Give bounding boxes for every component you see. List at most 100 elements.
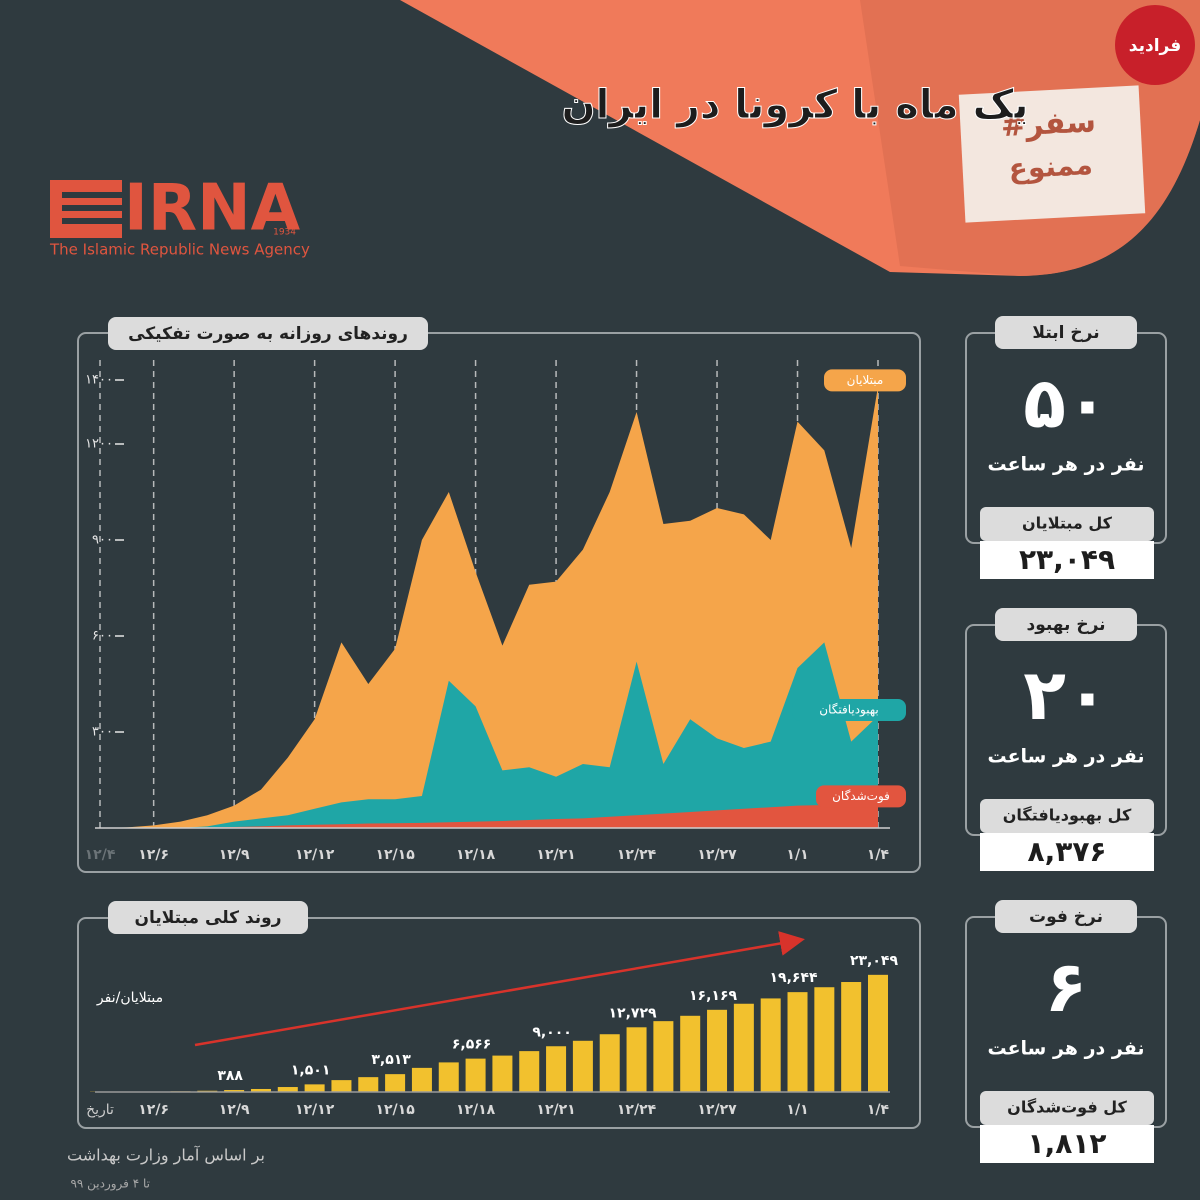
bar bbox=[331, 1080, 352, 1092]
bar bbox=[841, 982, 862, 1092]
legend-label: مبتلایان bbox=[847, 373, 884, 387]
area bbox=[100, 386, 878, 828]
stat-total: ۱,۸۱۲ bbox=[1028, 1127, 1107, 1160]
bar bbox=[680, 1015, 701, 1092]
bar bbox=[438, 1062, 459, 1092]
header-title: یک ماه با کرونا در ایران bbox=[561, 82, 1028, 128]
stat-rate: ۲۰ bbox=[1023, 654, 1108, 736]
legend-pill bbox=[824, 369, 906, 392]
bar bbox=[277, 1087, 298, 1092]
stat-total-label-pill bbox=[980, 1091, 1154, 1125]
stat-total-label-pill bbox=[980, 507, 1154, 541]
panel-title-pill bbox=[108, 317, 428, 350]
bar bbox=[787, 992, 808, 1092]
y-tick-label: ۳۰۰ bbox=[92, 725, 113, 740]
stat-card: نرخ فوت ۶ نفر در هر ساعت کل فوت‌شدگان ۱,۸۱۲ bbox=[965, 900, 1167, 1163]
x-tick-label: ۱۲/۱۲ bbox=[295, 1102, 335, 1118]
stat-total-label: کل مبتلایان bbox=[1022, 514, 1113, 533]
panel bbox=[77, 332, 921, 873]
brand-name: فرادید bbox=[1129, 36, 1181, 56]
stat-total: ۲۳,۰۴۹ bbox=[1019, 543, 1115, 576]
chart-title: روند کلی مبتلایان bbox=[134, 908, 281, 928]
logo-stripe bbox=[62, 218, 122, 224]
area bbox=[100, 642, 878, 828]
stat-total-box bbox=[980, 833, 1154, 871]
logo-year: 1934 bbox=[273, 228, 296, 238]
legend-label: بهبودیافتگان bbox=[819, 703, 878, 718]
bar bbox=[224, 1090, 245, 1092]
x-tick-label: ۱۲/۴ bbox=[85, 847, 116, 863]
value-label: ۱۶,۱۶۹ bbox=[689, 988, 737, 1004]
legend-pill bbox=[792, 699, 906, 721]
stats: نرخ ابتلا ۵۰ نفر در هر ساعت کل مبتلایان ۲۳,۰… bbox=[965, 316, 1167, 1163]
x-tick-label: ۱۲/۶ bbox=[138, 847, 169, 863]
irna-logo: IRNA 1934 The Islamic Republic News Agen… bbox=[49, 172, 310, 259]
x-tick-label: ۱/۱ bbox=[786, 847, 808, 863]
x-tick-label: ۱۲/۲۷ bbox=[697, 847, 737, 863]
stat-unit: نفر در هر ساعت bbox=[987, 1038, 1144, 1060]
stat-total-box bbox=[980, 541, 1154, 579]
bar bbox=[733, 1003, 754, 1092]
legend-item: مبتلایان bbox=[824, 369, 906, 392]
y-tick-label: ۹۰۰ bbox=[92, 533, 113, 548]
value-label: ۹,۰۰۰ bbox=[532, 1024, 572, 1040]
bar bbox=[465, 1058, 486, 1092]
bar bbox=[599, 1034, 620, 1092]
value-label: ۱۹,۶۴۴ bbox=[769, 970, 817, 986]
x-tick-label: ۱/۴ bbox=[867, 1102, 890, 1118]
brand-badge bbox=[1115, 5, 1195, 85]
bar bbox=[546, 1046, 567, 1092]
x-tick-label: ۱۲/۱۸ bbox=[456, 847, 496, 863]
stat-title-pill bbox=[995, 900, 1137, 933]
bar bbox=[385, 1074, 406, 1092]
legend-item: بهبودیافتگان bbox=[792, 699, 906, 721]
bar bbox=[868, 974, 888, 1092]
logo-subtitle: The Islamic Republic News Agency bbox=[49, 241, 310, 259]
x-tick-label: ۱۲/۹ bbox=[219, 847, 250, 863]
bar bbox=[707, 1009, 728, 1092]
logo-stripe bbox=[62, 205, 122, 211]
x-tick-label: ۱۲/۱۲ bbox=[295, 847, 335, 863]
value-label: ۳,۵۱۳ bbox=[371, 1052, 411, 1068]
stat-unit: نفر در هر ساعت bbox=[987, 746, 1144, 768]
bar bbox=[572, 1040, 593, 1092]
legend-pill bbox=[816, 785, 906, 808]
x-tick-label: ۱۲/۲۱ bbox=[536, 847, 575, 863]
bar bbox=[411, 1067, 432, 1092]
stat-title: نرخ فوت bbox=[1029, 907, 1103, 927]
x-tick-label: ۱۲/۱۵ bbox=[375, 1102, 415, 1118]
area bbox=[100, 802, 878, 828]
photo-sign-text: ممنوع bbox=[1008, 148, 1094, 185]
value-label: ۲۳,۰۴۹ bbox=[850, 953, 898, 969]
stat-card: نرخ ابتلا ۵۰ نفر در هر ساعت کل مبتلایان ۲۳,۰… bbox=[965, 316, 1167, 579]
bar bbox=[814, 987, 835, 1092]
area-chart: ۱۲/۴ ۱۲/۶ ۱۲/۹ ۱۲/۱۲ ۱۲/۱۵ ۱۲/۱۸ ۱۲/۲۱ ۱۲/۲۴ ۱۲/… bbox=[85, 360, 906, 863]
chart-title: روندهای روزانه به صورت تفکیکی bbox=[128, 324, 408, 344]
stat-title-pill bbox=[995, 608, 1137, 641]
bar-chart: ۱۲/۶ ۳۸۸ ۱۲/۹ ۱,۵۰۱ ۱۲/۱۲ ۳,۵۱۳ ۱۲/۱۵ ۶,۵۶۶ ۱۲/۱… bbox=[90, 953, 898, 1118]
bar bbox=[626, 1027, 647, 1092]
stat-total-label: کل بهبودیافتگان bbox=[1003, 806, 1132, 825]
photo-sign-text: #سفر bbox=[1000, 104, 1097, 144]
source-note: بر اساس آمار وزارت بهداشت bbox=[67, 1146, 265, 1166]
y-tick-label: ۱۲۰۰ bbox=[85, 437, 113, 452]
y-axis-label: مبتلایان/نفر bbox=[96, 990, 163, 1006]
trend-arrow bbox=[194, 931, 805, 1047]
bar bbox=[519, 1051, 540, 1092]
x-tick-label: ۱۲/۲۴ bbox=[617, 847, 657, 863]
value-label: ۳۸۸ bbox=[217, 1068, 243, 1084]
x-tick-label: ۱۲/۶ bbox=[138, 1102, 169, 1118]
stat-unit: نفر در هر ساعت bbox=[987, 454, 1144, 476]
x-axis-label: تاریخ bbox=[86, 1102, 114, 1118]
stat-total-label-pill bbox=[980, 799, 1154, 833]
x-tick-label: ۱۲/۹ bbox=[219, 1102, 250, 1118]
logo-stripe bbox=[62, 192, 122, 198]
bar bbox=[492, 1055, 513, 1092]
stat-total: ۸,۳۷۶ bbox=[1028, 835, 1107, 868]
value-label: ۱,۵۰۱ bbox=[291, 1062, 331, 1078]
stat-card: نرخ بهبود ۲۰ نفر در هر ساعت کل بهبودیافتگان… bbox=[965, 608, 1167, 871]
bar bbox=[358, 1077, 379, 1092]
y-tick-label: ۶۰۰ bbox=[92, 629, 113, 644]
